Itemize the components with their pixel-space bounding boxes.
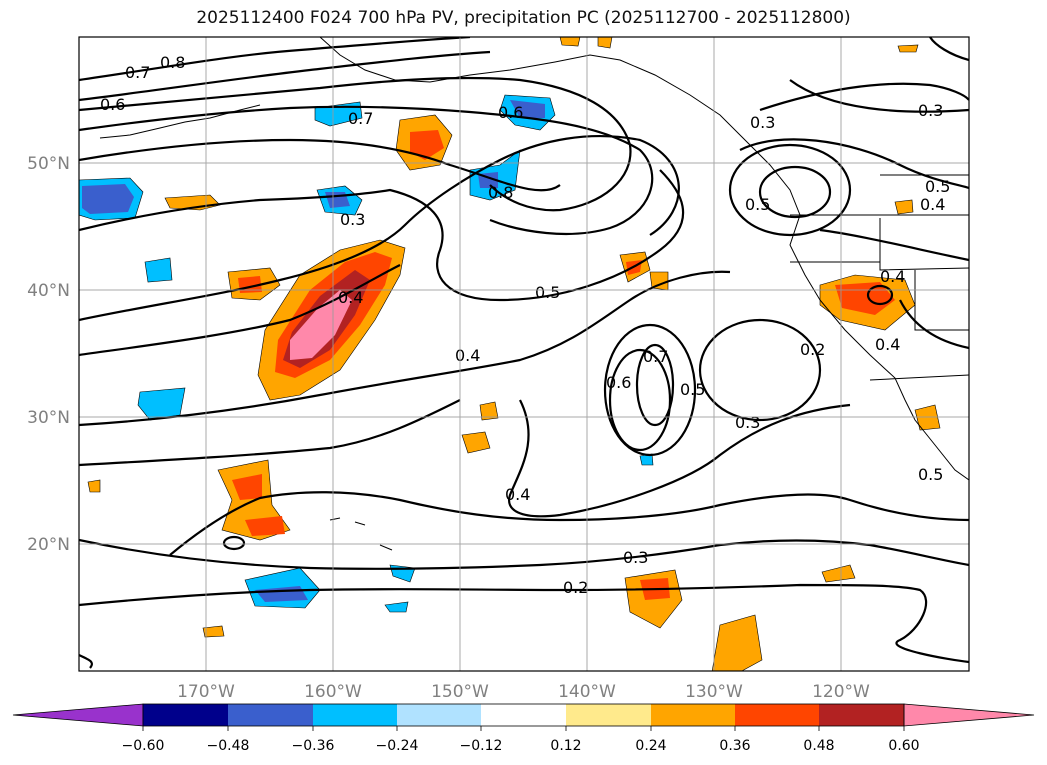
contour-label: 0.3 <box>340 210 365 229</box>
contour-label: 0.7 <box>125 63 150 82</box>
latitude-labels: 50°N 40°N 30°N 20°N <box>27 154 70 555</box>
lon-label: 160°W <box>304 682 362 702</box>
colorbar-tick: 0.36 <box>719 738 750 754</box>
contour-label: 0.7 <box>643 347 668 366</box>
colorbar-tick: −0.12 <box>460 738 503 754</box>
lat-label: 40°N <box>27 281 70 301</box>
colorbar-tick: 0.12 <box>550 738 581 754</box>
contour-label: 0.5 <box>925 177 950 196</box>
contour-label: 0.4 <box>338 288 363 307</box>
contour-label: 0.8 <box>488 183 513 202</box>
contour-label: 0.5 <box>918 465 943 484</box>
contour-label: 0.4 <box>505 485 530 504</box>
chart-title: 2025112400 F024 700 hPa PV, precipitatio… <box>196 8 851 28</box>
lon-label: 170°W <box>177 682 235 702</box>
lon-label: 130°W <box>685 682 743 702</box>
colorbar-extend-max <box>903 703 1035 727</box>
longitude-labels: 170°W 160°W 150°W 140°W 130°W 120°W <box>177 682 870 702</box>
pv-contours <box>79 37 969 669</box>
colorbar-tick: 0.24 <box>635 738 666 754</box>
contour-label: 0.3 <box>735 413 760 432</box>
map-plot-area: 0.8 0.7 0.6 0.7 0.6 0.8 0.3 0.4 0.5 0.4 … <box>79 37 969 671</box>
colorbar-bin <box>819 704 904 726</box>
contour-label: 0.5 <box>535 283 560 302</box>
contour-label: 0.3 <box>918 101 943 120</box>
colorbar-bin <box>143 704 228 726</box>
colorbar: −0.60 −0.48 −0.36 −0.24 −0.12 0.12 0.24 … <box>12 703 1035 754</box>
colorbar-bin <box>313 704 397 726</box>
contour-label: 0.4 <box>880 267 905 286</box>
colorbar-tick: −0.24 <box>376 738 419 754</box>
colorbar-tick: 0.60 <box>888 738 919 754</box>
colorbar-bin <box>566 704 651 726</box>
contour-label: 0.4 <box>455 346 480 365</box>
colorbar-bin <box>481 704 566 726</box>
colorbar-tick: −0.36 <box>292 738 335 754</box>
contour-label: 0.6 <box>498 103 523 122</box>
lon-label: 120°W <box>812 682 870 702</box>
colorbar-tick: −0.60 <box>122 738 165 754</box>
contour-label: 0.4 <box>920 195 945 214</box>
map-frame <box>78 36 970 672</box>
lat-label: 30°N <box>27 408 70 428</box>
contour-label: 0.2 <box>563 578 588 597</box>
contour-label: 0.6 <box>606 373 631 392</box>
colorbar-bin <box>735 704 819 726</box>
colorbar-bin <box>651 704 735 726</box>
contour-label: 0.4 <box>875 335 900 354</box>
gridlines <box>79 37 969 671</box>
lon-label: 150°W <box>431 682 489 702</box>
lat-label: 20°N <box>27 535 70 555</box>
contour-label: 0.5 <box>680 380 705 399</box>
contour-label: 0.2 <box>800 340 825 359</box>
colorbar-bin <box>397 704 481 726</box>
contour-label: 0.6 <box>100 95 125 114</box>
colorbar-extend-min <box>12 703 144 727</box>
contour-label: 0.5 <box>745 195 770 214</box>
contour-labels: 0.8 0.7 0.6 0.7 0.6 0.8 0.3 0.4 0.5 0.4 … <box>100 53 950 597</box>
colorbar-tick: 0.48 <box>803 738 834 754</box>
precipitation-fill <box>79 37 941 671</box>
contour-label: 0.7 <box>348 109 373 128</box>
colorbar-tick: −0.48 <box>207 738 250 754</box>
contour-label: 0.8 <box>160 53 185 72</box>
contour-label: 0.3 <box>623 548 648 567</box>
lon-label: 140°W <box>558 682 616 702</box>
colorbar-bin <box>228 704 313 726</box>
lat-label: 50°N <box>27 154 70 174</box>
contour-label: 0.3 <box>750 113 775 132</box>
